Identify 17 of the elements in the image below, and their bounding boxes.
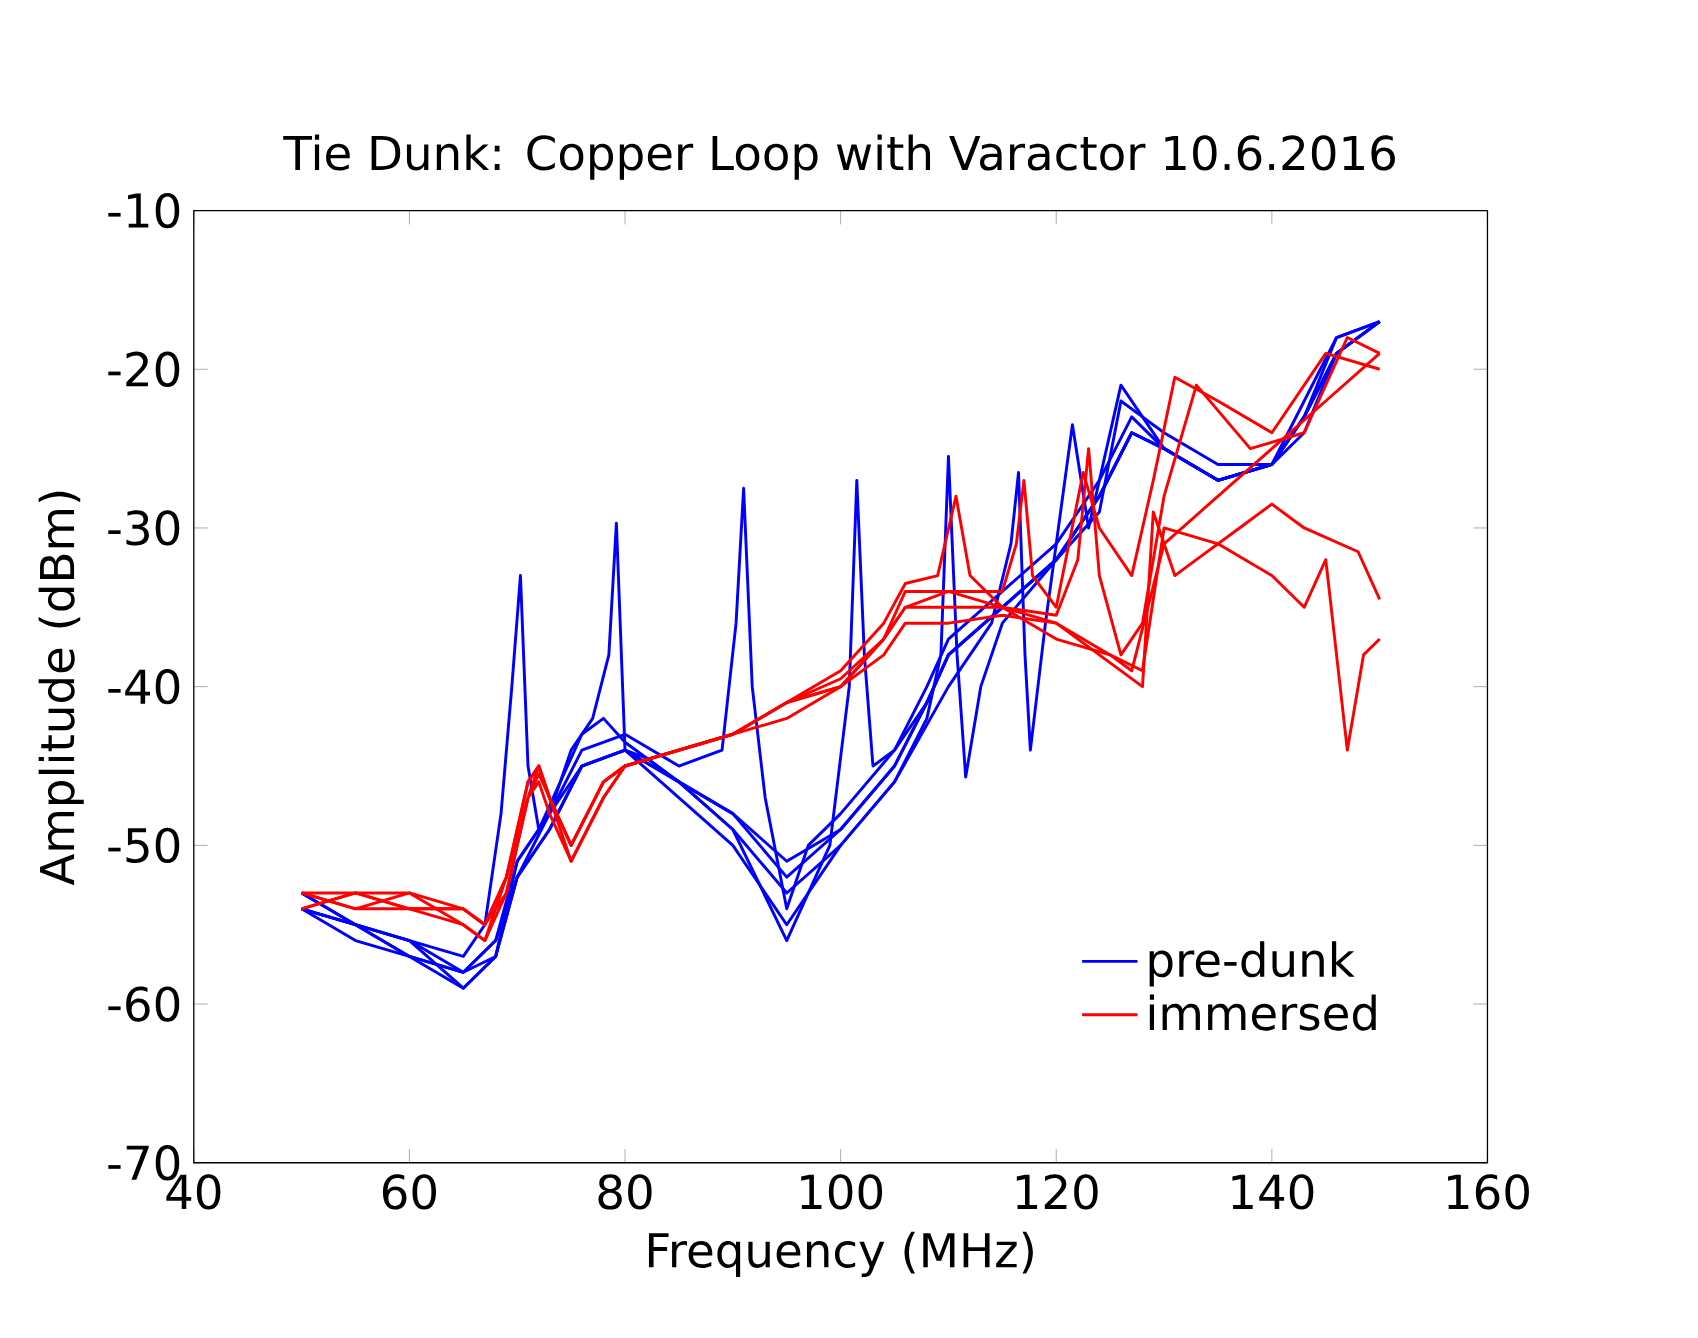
x-tick-label: 140 (1232, 1174, 1314, 1210)
chart-title: Tie Dunk: Copper Loop with Varactor 10.6.2016 (283, 134, 1395, 180)
x-tick-label: 100 (801, 1174, 883, 1210)
y-axis-title: Amplitude (dBm) (38, 491, 84, 886)
y-tick-label: -30 (108, 510, 180, 546)
legend-label: immersed (1149, 994, 1376, 1031)
x-tick-label: 60 (382, 1174, 436, 1210)
x-tick-label: 80 (598, 1174, 652, 1210)
x-tick-label: 160 (1448, 1174, 1529, 1210)
y-tick-label: -10 (108, 192, 180, 229)
legend-label: pre-dunk (1149, 941, 1355, 987)
x-tick-label: 120 (1016, 1174, 1098, 1210)
y-tick-label: -40 (108, 668, 180, 705)
x-axis-title: Frequency (MHz) (648, 1231, 1033, 1277)
y-tick-label: -50 (108, 827, 180, 863)
y-tick-label: -20 (108, 351, 180, 387)
y-tick-label: -60 (108, 986, 180, 1022)
